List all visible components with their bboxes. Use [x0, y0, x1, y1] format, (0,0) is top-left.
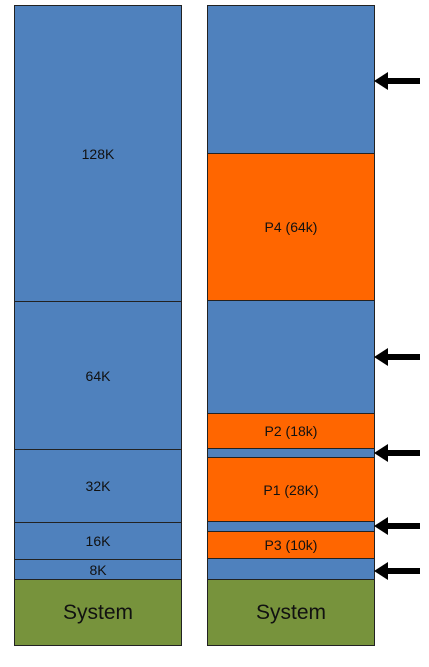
process-label: P3 (10k) — [265, 537, 318, 553]
partition-label: 8K — [89, 562, 106, 578]
partition-16k: 16K — [15, 522, 181, 559]
free-block — [208, 6, 374, 153]
right-memory-column: P4 (64k) P2 (18k) P1 (28K) P3 (10k) Syst… — [207, 5, 375, 646]
free-block — [208, 301, 374, 413]
left-arrow-icon — [374, 347, 422, 367]
process-p2: P2 (18k) — [208, 413, 374, 449]
left-arrow-icon — [374, 561, 422, 581]
free-block — [208, 522, 374, 531]
partition-128k: 128K — [15, 6, 181, 301]
partition-label: 16K — [86, 533, 111, 549]
system-label: System — [63, 601, 133, 625]
process-p4: P4 (64k) — [208, 153, 374, 301]
partition-label: 128K — [82, 146, 115, 162]
partition-8k: 8K — [15, 559, 181, 579]
partition-label: 64K — [86, 368, 111, 384]
process-p1: P1 (28K) — [208, 457, 374, 522]
partition-32k: 32K — [15, 449, 181, 522]
partition-64k: 64K — [15, 301, 181, 449]
left-arrow-icon — [374, 443, 422, 463]
free-block — [208, 559, 374, 579]
process-p3: P3 (10k) — [208, 531, 374, 559]
left-arrow-icon — [374, 516, 422, 536]
system-partition: System — [15, 579, 181, 645]
left-arrow-icon — [374, 71, 422, 91]
system-label: System — [256, 601, 326, 625]
left-memory-column: 128K 64K 32K 16K 8K System — [14, 5, 182, 646]
process-label: P1 (28K) — [263, 482, 318, 498]
system-partition: System — [208, 579, 374, 645]
process-label: P4 (64k) — [265, 219, 318, 235]
partition-label: 32K — [86, 478, 111, 494]
free-block — [208, 449, 374, 457]
process-label: P2 (18k) — [265, 423, 318, 439]
